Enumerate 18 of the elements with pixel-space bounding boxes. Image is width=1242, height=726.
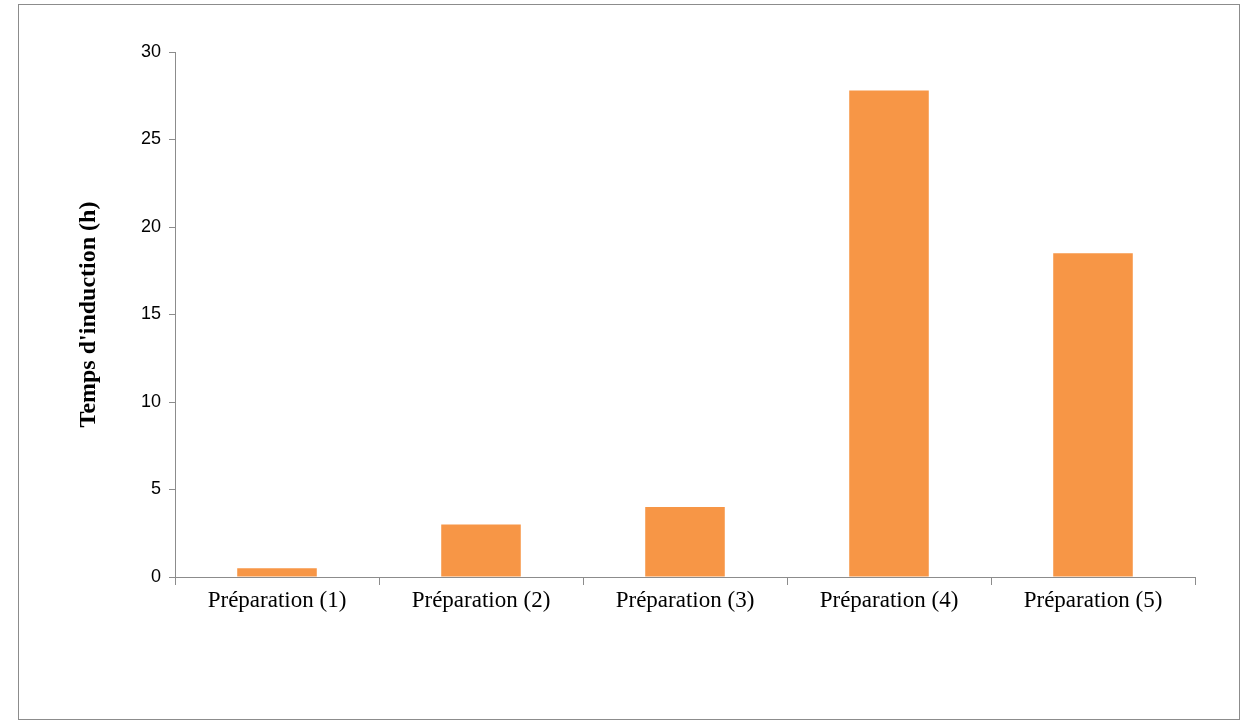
x-tick-label: Préparation (5) <box>1023 586 1163 612</box>
y-tick-label: 15 <box>140 303 161 324</box>
bar <box>237 568 317 577</box>
y-tick-label: 5 <box>150 478 161 499</box>
y-axis-title: Temps d'induction (h) <box>73 201 100 428</box>
bar <box>441 524 521 577</box>
x-tick-label: Préparation (3) <box>615 586 755 612</box>
bar <box>1053 253 1133 577</box>
bar <box>849 90 929 577</box>
x-tick-label: Préparation (1) <box>207 586 347 612</box>
y-tick-label: 25 <box>140 128 161 149</box>
bar <box>645 507 725 577</box>
y-tick-label: 0 <box>150 565 161 586</box>
y-tick-label: 20 <box>140 215 161 236</box>
x-tick-label: Préparation (2) <box>411 586 551 612</box>
y-tick-label: 30 <box>140 40 161 61</box>
y-tick-label: 10 <box>140 390 161 411</box>
x-tick-label: Préparation (4) <box>819 586 959 612</box>
